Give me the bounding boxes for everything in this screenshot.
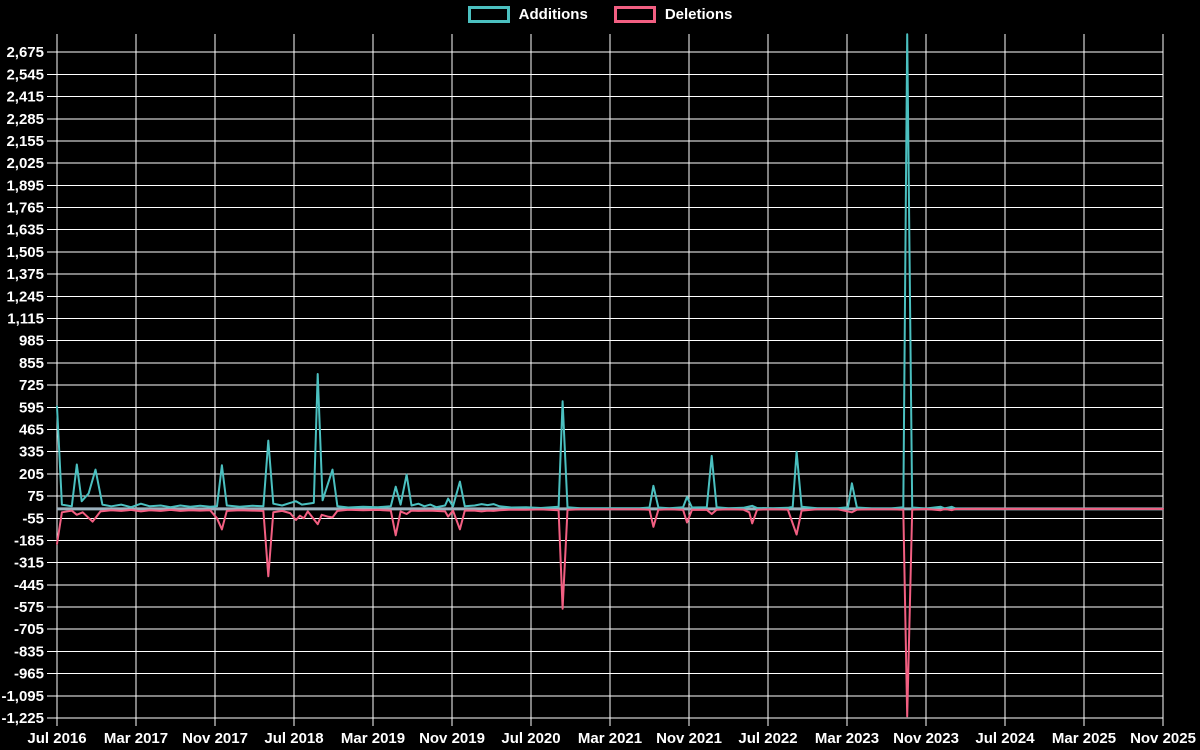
x-tick-label: Nov 2017 xyxy=(182,730,248,747)
x-tick-label: Jul 2022 xyxy=(738,730,797,747)
x-tick-label: Nov 2021 xyxy=(656,730,722,747)
y-axis-labels: -1,225 -1,095 -965 -835 -705 -575 -445 -315 -185… xyxy=(1,44,44,727)
y-tick-label: 2,545 xyxy=(6,66,44,83)
x-tick-label: Jul 2020 xyxy=(501,730,560,747)
y-tick-label: 335 xyxy=(19,444,44,461)
y-tick-label: 1,375 xyxy=(6,266,44,283)
x-tick-label: Jul 2024 xyxy=(975,730,1035,747)
y-tick-label: 595 xyxy=(19,399,44,416)
chart-legend: Additions Deletions xyxy=(0,6,1200,23)
y-tick-label: -965 xyxy=(14,666,44,683)
y-tick-label: -315 xyxy=(14,555,44,572)
y-tick-label: 2,675 xyxy=(6,44,44,61)
y-tick-label: -705 xyxy=(14,621,44,638)
h-gridlines xyxy=(47,51,1163,719)
y-tick-label: -55 xyxy=(22,510,44,527)
x-tick-label: Mar 2017 xyxy=(104,730,168,747)
legend-label-deletions: Deletions xyxy=(664,6,733,23)
y-tick-label: 725 xyxy=(19,377,44,394)
x-tick-label: Mar 2023 xyxy=(815,730,879,747)
deletions-line xyxy=(56,507,1164,718)
y-tick-label: 985 xyxy=(19,333,44,350)
x-tick-label: Jul 2018 xyxy=(264,730,323,747)
y-tick-label: -835 xyxy=(14,643,44,660)
y-tick-label: 2,285 xyxy=(6,111,44,128)
series-lines xyxy=(56,33,1164,718)
x-tick-label: Mar 2021 xyxy=(578,730,642,747)
y-tick-label: 1,895 xyxy=(6,177,44,194)
v-gridlines xyxy=(56,34,1164,726)
additions-swatch-icon xyxy=(467,6,510,23)
x-tick-label: Mar 2019 xyxy=(341,730,405,747)
y-tick-label: 205 xyxy=(19,466,44,483)
y-tick-label: -445 xyxy=(14,577,44,594)
y-tick-label: 2,415 xyxy=(6,89,44,106)
y-tick-label: -1,225 xyxy=(1,710,44,727)
y-tick-label: 1,245 xyxy=(6,288,44,305)
y-tick-label: 1,505 xyxy=(6,244,44,261)
y-tick-label: -1,095 xyxy=(1,688,44,705)
y-tick-label: 1,765 xyxy=(6,200,44,217)
x-tick-label: Nov 2023 xyxy=(893,730,959,747)
y-tick-label: 1,115 xyxy=(7,311,44,328)
y-tick-label: 2,025 xyxy=(6,155,44,172)
x-tick-label: Jul 2016 xyxy=(27,730,86,747)
x-tick-label: Nov 2025 xyxy=(1130,730,1196,747)
x-axis-labels: Jul 2016 Mar 2017 Nov 2017 Jul 2018 Mar 2019… xyxy=(27,730,1196,747)
y-tick-label: 75 xyxy=(27,488,44,505)
y-tick-label: 465 xyxy=(19,422,44,439)
y-tick-label: 855 xyxy=(19,355,44,372)
y-tick-label: 1,635 xyxy=(6,222,44,239)
legend-item-additions[interactable]: Additions xyxy=(467,6,588,23)
y-tick-label: 2,155 xyxy=(6,133,44,150)
legend-label-additions: Additions xyxy=(518,6,588,23)
x-tick-label: Nov 2019 xyxy=(419,730,485,747)
legend-item-deletions[interactable]: Deletions xyxy=(613,6,733,23)
x-tick-label: Mar 2025 xyxy=(1052,730,1116,747)
y-tick-label: -575 xyxy=(14,599,44,616)
deletions-swatch-icon xyxy=(613,6,656,23)
y-tick-label: -185 xyxy=(14,533,44,550)
